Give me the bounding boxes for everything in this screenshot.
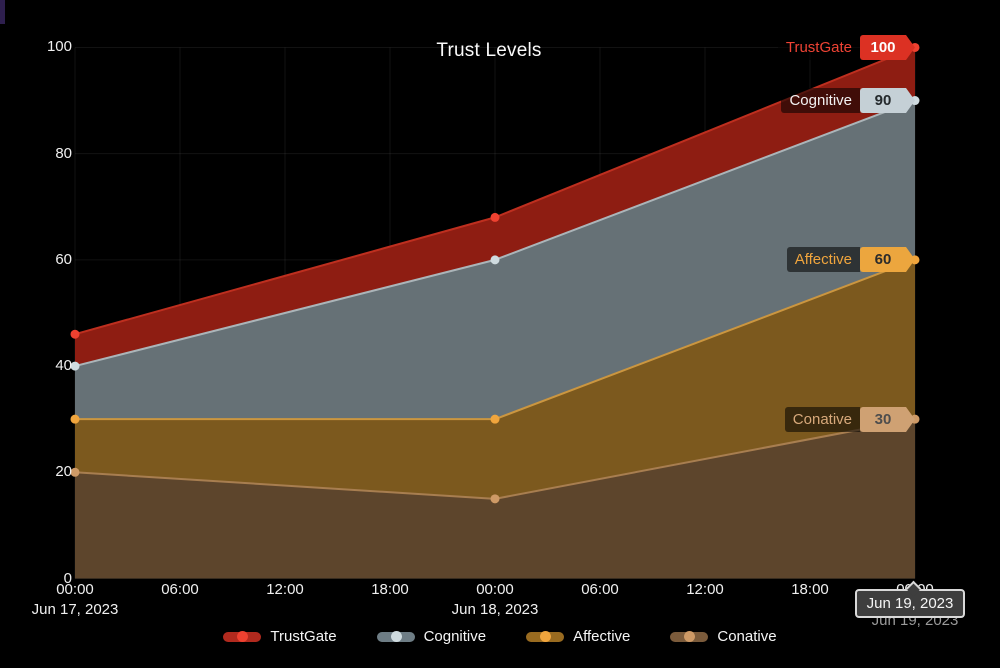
legend-point-icon: [390, 630, 402, 642]
legend-swatch-icon: [376, 630, 415, 642]
legend: TrustGate Cognitive Affective Conative: [0, 628, 1000, 645]
legend-label: Conative: [717, 628, 777, 645]
series-value-tag-conative: 30: [860, 407, 915, 432]
x-tick-h18: 18:00: [371, 581, 409, 598]
x-tick-h6: 06:00: [161, 581, 199, 598]
y-tick-100: 100: [46, 38, 72, 56]
legend-swatch-icon: [223, 630, 262, 642]
series-name-cognitive: Cognitive: [781, 88, 860, 113]
series-name-trustgate: TrustGate: [777, 35, 860, 60]
series-label-trustgate: TrustGate 100: [777, 35, 915, 60]
legend-swatch-icon: [670, 630, 709, 642]
x-date-jun-18-2023: Jun 18, 2023: [451, 601, 539, 618]
series-name-affective: Affective: [786, 247, 860, 272]
legend-point-icon: [540, 630, 552, 642]
legend-swatch-icon: [526, 630, 565, 642]
series-value-tag-affective: 60: [860, 247, 915, 272]
legend-item-trustgate[interactable]: TrustGate: [223, 628, 337, 645]
x-date-jun-17-2023: Jun 17, 2023: [31, 601, 119, 618]
legend-item-conative[interactable]: Conative: [670, 628, 777, 645]
series-value-tag-cognitive: 90: [860, 88, 915, 113]
chart-title: Trust Levels: [436, 40, 542, 61]
crosshair-date-tooltip: Jun 19, 2023: [855, 580, 965, 618]
tooltip-text: Jun 19, 2023: [866, 595, 954, 612]
series-value-tag-trustgate: 100: [860, 35, 915, 60]
legend-label: Cognitive: [423, 628, 487, 645]
y-tick-20: 20: [55, 463, 72, 481]
series-label-conative: Conative 30: [784, 407, 915, 432]
corner-artifact: [0, 0, 5, 24]
y-tick-80: 80: [55, 144, 72, 162]
legend-label: Affective: [573, 628, 631, 645]
x-tick-h24: 00:00: [476, 581, 514, 598]
legend-item-affective[interactable]: Affective: [526, 628, 630, 645]
x-tick-h36: 12:00: [686, 581, 724, 598]
legend-point-icon: [237, 630, 249, 642]
series-name-conative: Conative: [784, 407, 860, 432]
legend-point-icon: [684, 630, 696, 642]
x-tick-h42: 18:00: [791, 581, 829, 598]
x-tick-h12: 12:00: [266, 581, 304, 598]
y-tick-0: 0: [63, 569, 72, 587]
legend-item-cognitive[interactable]: Cognitive: [376, 628, 487, 645]
legend-label: TrustGate: [270, 628, 337, 645]
y-tick-60: 60: [55, 250, 72, 268]
x-tick-h30: 06:00: [581, 581, 619, 598]
y-tick-40: 40: [55, 357, 72, 375]
series-label-cognitive: Cognitive 90: [781, 88, 915, 113]
x-tick-h0: 00:00: [56, 581, 94, 598]
series-label-affective: Affective 60: [786, 247, 915, 272]
